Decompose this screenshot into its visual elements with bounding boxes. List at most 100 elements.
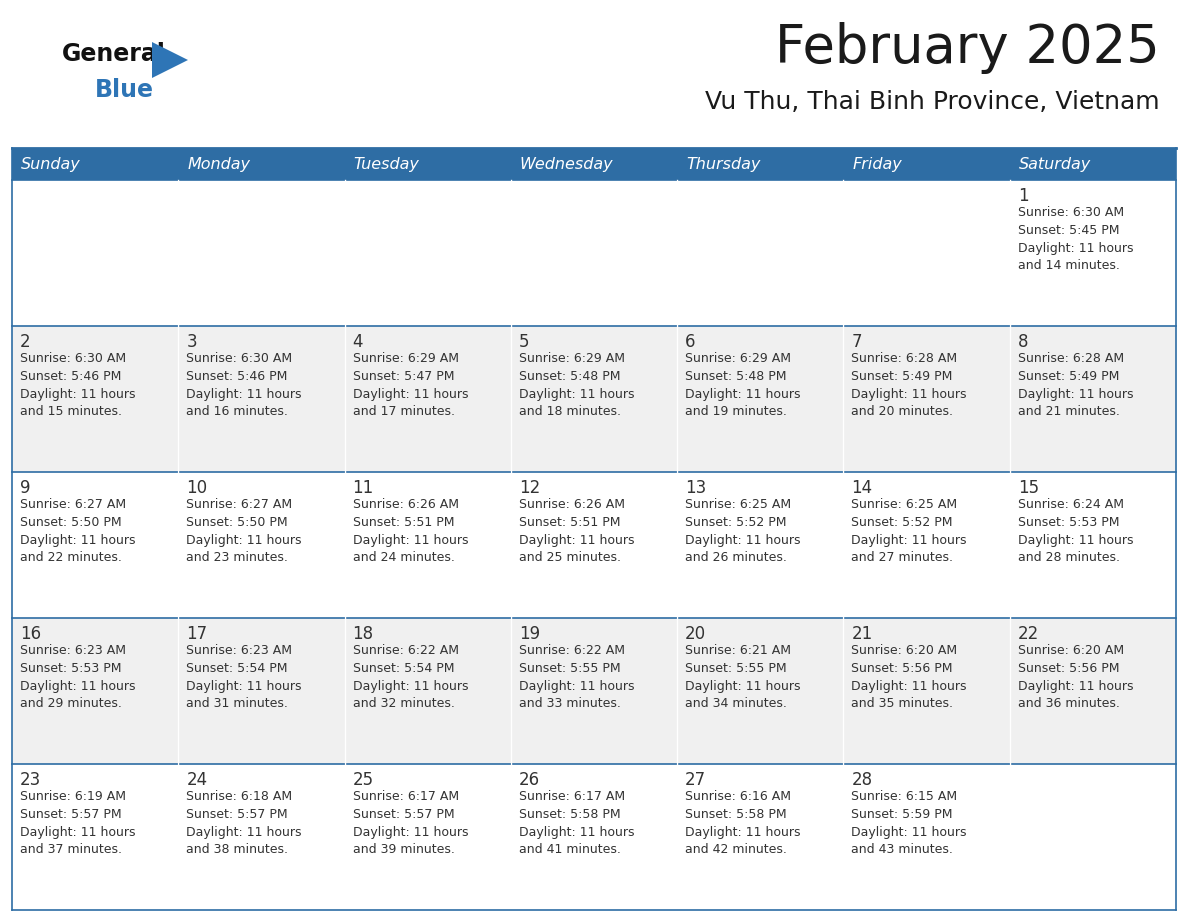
Text: Daylight: 11 hours: Daylight: 11 hours — [519, 826, 634, 839]
Text: Sunset: 5:49 PM: Sunset: 5:49 PM — [852, 370, 953, 383]
Bar — [178, 180, 345, 326]
Text: Sunset: 5:48 PM: Sunset: 5:48 PM — [685, 370, 786, 383]
Text: Sunset: 5:50 PM: Sunset: 5:50 PM — [20, 516, 121, 529]
Text: Sunrise: 6:15 AM: Sunrise: 6:15 AM — [852, 790, 958, 803]
Text: Daylight: 11 hours: Daylight: 11 hours — [852, 680, 967, 693]
Text: Saturday: Saturday — [1019, 156, 1091, 172]
Text: Monday: Monday — [188, 156, 251, 172]
Text: and 32 minutes.: and 32 minutes. — [353, 697, 455, 710]
Text: Daylight: 11 hours: Daylight: 11 hours — [1018, 242, 1133, 255]
Bar — [178, 148, 345, 180]
Bar — [1010, 472, 1176, 618]
Text: Sunrise: 6:22 AM: Sunrise: 6:22 AM — [519, 644, 625, 657]
Text: and 16 minutes.: and 16 minutes. — [187, 405, 289, 418]
Text: Tuesday: Tuesday — [354, 156, 419, 172]
Text: and 18 minutes.: and 18 minutes. — [519, 405, 621, 418]
Text: Sunset: 5:46 PM: Sunset: 5:46 PM — [20, 370, 121, 383]
Text: Sunrise: 6:20 AM: Sunrise: 6:20 AM — [1018, 644, 1124, 657]
Bar — [511, 618, 677, 764]
Bar — [677, 618, 843, 764]
Text: Daylight: 11 hours: Daylight: 11 hours — [353, 826, 468, 839]
Text: and 28 minutes.: and 28 minutes. — [1018, 551, 1120, 564]
Text: Sunset: 5:55 PM: Sunset: 5:55 PM — [519, 662, 620, 675]
Text: 10: 10 — [187, 479, 208, 497]
Bar — [345, 618, 511, 764]
Text: Sunset: 5:45 PM: Sunset: 5:45 PM — [1018, 224, 1119, 237]
Bar — [178, 472, 345, 618]
Text: 14: 14 — [852, 479, 872, 497]
Text: 11: 11 — [353, 479, 374, 497]
Text: Daylight: 11 hours: Daylight: 11 hours — [20, 826, 135, 839]
Text: Daylight: 11 hours: Daylight: 11 hours — [852, 826, 967, 839]
Text: Sunrise: 6:29 AM: Sunrise: 6:29 AM — [353, 352, 459, 365]
Text: Sunrise: 6:16 AM: Sunrise: 6:16 AM — [685, 790, 791, 803]
Text: Sunrise: 6:23 AM: Sunrise: 6:23 AM — [187, 644, 292, 657]
Bar — [511, 180, 677, 326]
Text: Sunset: 5:51 PM: Sunset: 5:51 PM — [519, 516, 620, 529]
Text: Daylight: 11 hours: Daylight: 11 hours — [187, 388, 302, 401]
Bar — [511, 472, 677, 618]
Text: Sunrise: 6:28 AM: Sunrise: 6:28 AM — [852, 352, 958, 365]
Bar — [1010, 180, 1176, 326]
Bar — [677, 326, 843, 472]
Text: 17: 17 — [187, 625, 208, 643]
Text: Sunset: 5:57 PM: Sunset: 5:57 PM — [187, 808, 287, 821]
Polygon shape — [152, 42, 188, 78]
Text: Daylight: 11 hours: Daylight: 11 hours — [20, 388, 135, 401]
Text: Daylight: 11 hours: Daylight: 11 hours — [20, 680, 135, 693]
Text: Sunrise: 6:20 AM: Sunrise: 6:20 AM — [852, 644, 958, 657]
Text: Sunset: 5:56 PM: Sunset: 5:56 PM — [1018, 662, 1119, 675]
Text: and 35 minutes.: and 35 minutes. — [852, 697, 954, 710]
Text: 21: 21 — [852, 625, 873, 643]
Text: Vu Thu, Thai Binh Province, Vietnam: Vu Thu, Thai Binh Province, Vietnam — [706, 90, 1159, 114]
Text: and 33 minutes.: and 33 minutes. — [519, 697, 621, 710]
Bar — [12, 148, 178, 180]
Text: February 2025: February 2025 — [776, 22, 1159, 74]
Text: Sunset: 5:48 PM: Sunset: 5:48 PM — [519, 370, 620, 383]
Bar — [511, 764, 677, 910]
Text: Sunrise: 6:28 AM: Sunrise: 6:28 AM — [1018, 352, 1124, 365]
Text: Daylight: 11 hours: Daylight: 11 hours — [187, 534, 302, 547]
Text: Sunrise: 6:21 AM: Sunrise: 6:21 AM — [685, 644, 791, 657]
Text: Daylight: 11 hours: Daylight: 11 hours — [1018, 534, 1133, 547]
Text: Sunrise: 6:18 AM: Sunrise: 6:18 AM — [187, 790, 292, 803]
Text: and 25 minutes.: and 25 minutes. — [519, 551, 621, 564]
Text: and 41 minutes.: and 41 minutes. — [519, 843, 621, 856]
Text: 9: 9 — [20, 479, 31, 497]
Text: 23: 23 — [20, 771, 42, 789]
Text: and 26 minutes.: and 26 minutes. — [685, 551, 786, 564]
Text: 2: 2 — [20, 333, 31, 351]
Text: and 42 minutes.: and 42 minutes. — [685, 843, 786, 856]
Text: Sunset: 5:59 PM: Sunset: 5:59 PM — [852, 808, 953, 821]
Text: Sunset: 5:52 PM: Sunset: 5:52 PM — [852, 516, 953, 529]
Text: Sunrise: 6:26 AM: Sunrise: 6:26 AM — [353, 498, 459, 511]
Text: Sunset: 5:54 PM: Sunset: 5:54 PM — [353, 662, 454, 675]
Text: Daylight: 11 hours: Daylight: 11 hours — [20, 534, 135, 547]
Text: 24: 24 — [187, 771, 208, 789]
Text: Sunrise: 6:25 AM: Sunrise: 6:25 AM — [852, 498, 958, 511]
Text: Sunset: 5:49 PM: Sunset: 5:49 PM — [1018, 370, 1119, 383]
Bar — [345, 326, 511, 472]
Bar — [677, 148, 843, 180]
Text: Sunrise: 6:29 AM: Sunrise: 6:29 AM — [685, 352, 791, 365]
Text: 6: 6 — [685, 333, 696, 351]
Bar — [345, 764, 511, 910]
Text: Sunset: 5:53 PM: Sunset: 5:53 PM — [1018, 516, 1119, 529]
Text: Daylight: 11 hours: Daylight: 11 hours — [685, 826, 801, 839]
Text: Daylight: 11 hours: Daylight: 11 hours — [353, 388, 468, 401]
Text: Sunset: 5:58 PM: Sunset: 5:58 PM — [685, 808, 786, 821]
Bar — [178, 618, 345, 764]
Text: and 37 minutes.: and 37 minutes. — [20, 843, 122, 856]
Text: 16: 16 — [20, 625, 42, 643]
Bar — [843, 618, 1010, 764]
Text: Sunrise: 6:17 AM: Sunrise: 6:17 AM — [353, 790, 459, 803]
Text: 12: 12 — [519, 479, 541, 497]
Bar — [12, 764, 178, 910]
Text: Friday: Friday — [853, 156, 902, 172]
Text: and 14 minutes.: and 14 minutes. — [1018, 259, 1119, 272]
Text: and 36 minutes.: and 36 minutes. — [1018, 697, 1119, 710]
Text: and 15 minutes.: and 15 minutes. — [20, 405, 122, 418]
Bar — [843, 472, 1010, 618]
Bar — [12, 472, 178, 618]
Text: 8: 8 — [1018, 333, 1029, 351]
